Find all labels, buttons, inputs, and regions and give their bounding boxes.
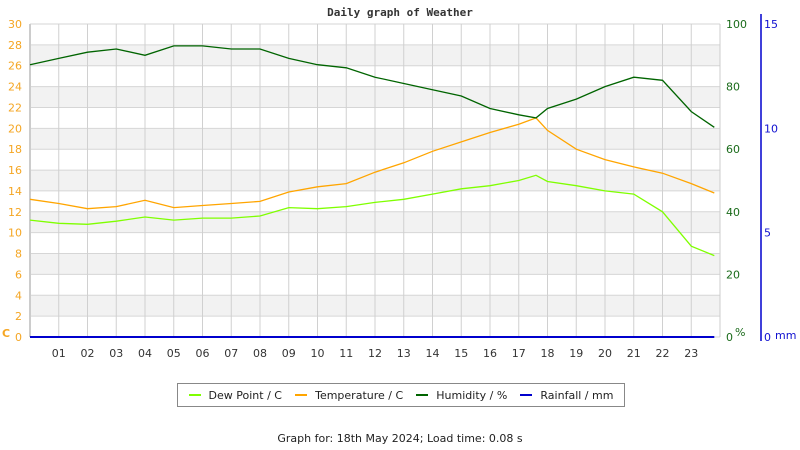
svg-text:16: 16: [483, 347, 497, 360]
legend-label: Dew Point / C: [208, 388, 282, 402]
svg-text:mm: mm: [775, 329, 796, 342]
svg-text:19: 19: [569, 347, 583, 360]
svg-text:04: 04: [138, 347, 152, 360]
temperature-swatch: [295, 394, 308, 396]
svg-text:02: 02: [81, 347, 95, 360]
svg-text:40: 40: [726, 206, 740, 219]
svg-text:10: 10: [311, 347, 325, 360]
svg-text:8: 8: [15, 248, 22, 261]
svg-text:6: 6: [15, 268, 22, 281]
legend-item-humidity: Humidity / %: [416, 389, 507, 402]
svg-text:2: 2: [15, 310, 22, 323]
humidity-swatch: [416, 394, 429, 396]
svg-text:17: 17: [512, 347, 526, 360]
svg-text:18: 18: [8, 143, 22, 156]
svg-text:14: 14: [426, 347, 440, 360]
svg-text:08: 08: [253, 347, 267, 360]
svg-text:15: 15: [454, 347, 468, 360]
svg-text:10: 10: [8, 227, 22, 240]
svg-text:13: 13: [397, 347, 411, 360]
svg-text:05: 05: [167, 347, 181, 360]
svg-text:03: 03: [109, 347, 123, 360]
svg-text:21: 21: [627, 347, 641, 360]
chart-title: Daily graph of Weather: [327, 6, 473, 19]
svg-text:80: 80: [726, 81, 740, 94]
svg-text:%: %: [735, 326, 745, 339]
svg-text:C: C: [2, 327, 10, 340]
svg-text:20: 20: [726, 268, 740, 281]
svg-text:24: 24: [8, 81, 22, 94]
legend-label: Rainfall / mm: [540, 388, 614, 402]
svg-text:14: 14: [8, 185, 22, 198]
svg-text:0: 0: [726, 331, 733, 344]
svg-text:12: 12: [8, 206, 22, 219]
svg-text:06: 06: [196, 347, 210, 360]
svg-text:30: 30: [8, 18, 22, 31]
svg-text:07: 07: [224, 347, 238, 360]
legend-label: Humidity / %: [436, 388, 508, 402]
svg-text:100: 100: [726, 18, 747, 31]
svg-text:09: 09: [282, 347, 296, 360]
legend-item-dew-point: Dew Point / C: [188, 388, 282, 402]
svg-text:18: 18: [541, 347, 555, 360]
legend-item-rainfall: Rainfall / mm: [520, 389, 613, 402]
svg-text:22: 22: [656, 347, 670, 360]
svg-text:15: 15: [764, 18, 778, 31]
rainfall-swatch: [520, 394, 533, 396]
svg-text:01: 01: [52, 347, 66, 360]
svg-text:0: 0: [764, 331, 771, 344]
svg-text:4: 4: [15, 289, 22, 302]
dew-point-swatch: [188, 394, 201, 396]
chart-legend: Dew Point / C Temperature / C Humidity /…: [177, 383, 625, 407]
svg-text:5: 5: [764, 227, 771, 240]
svg-text:22: 22: [8, 101, 22, 114]
svg-text:20: 20: [598, 347, 612, 360]
svg-text:26: 26: [8, 60, 22, 73]
legend-label: Temperature / C: [315, 388, 404, 402]
svg-text:11: 11: [339, 347, 353, 360]
svg-text:12: 12: [368, 347, 382, 360]
svg-text:23: 23: [684, 347, 698, 360]
svg-text:20: 20: [8, 122, 22, 135]
graph-footer: Graph for: 18th May 2024; Load time: 0.0…: [277, 432, 523, 445]
legend-item-temperature: Temperature / C: [295, 389, 403, 402]
svg-text:16: 16: [8, 164, 22, 177]
svg-text:10: 10: [764, 122, 778, 135]
svg-text:28: 28: [8, 39, 22, 52]
svg-text:0: 0: [15, 331, 22, 344]
svg-text:60: 60: [726, 143, 740, 156]
data-series: [29, 45, 715, 338]
